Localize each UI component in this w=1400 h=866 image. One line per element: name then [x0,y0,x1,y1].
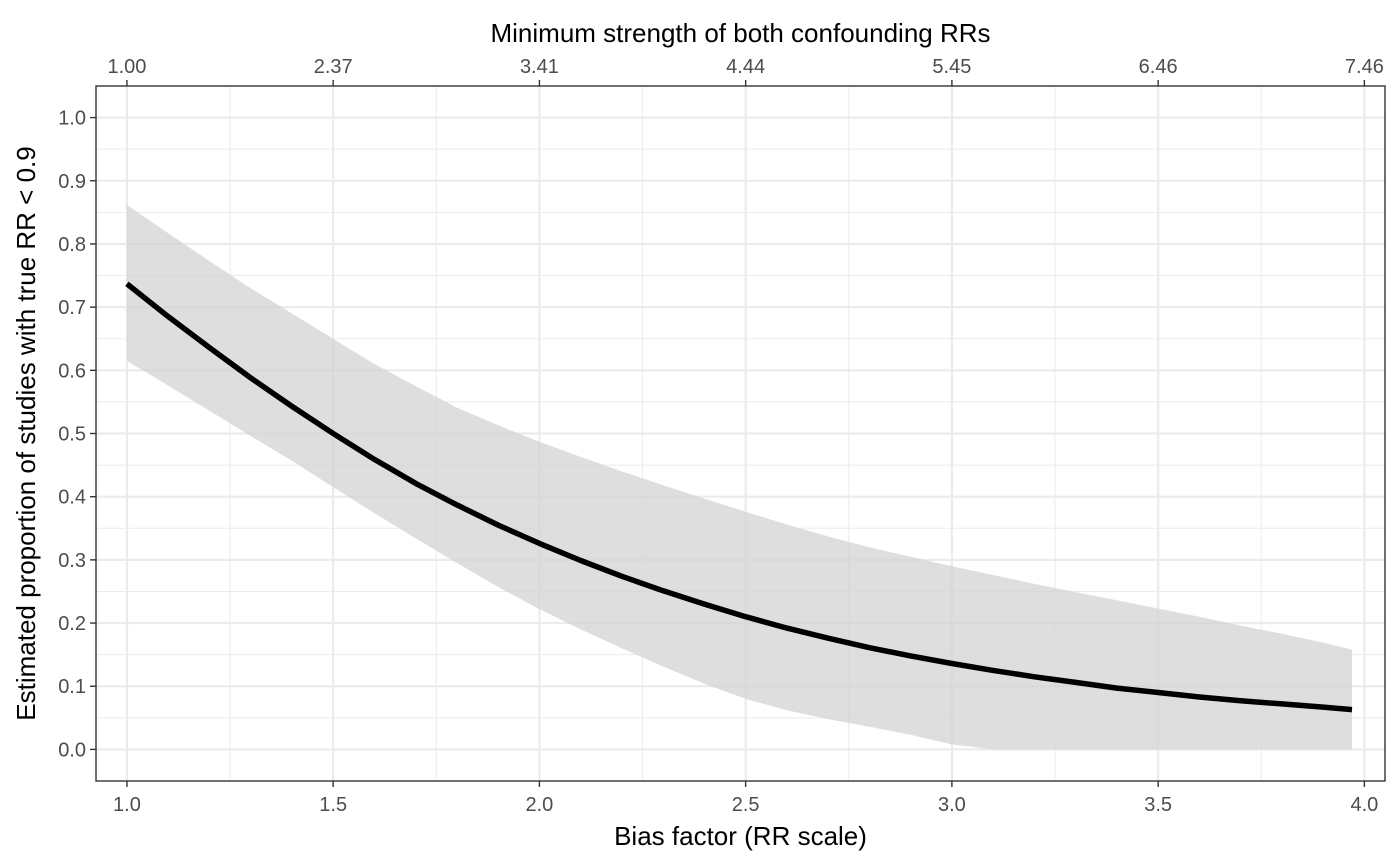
y-tick-label: 0.6 [58,360,86,382]
y-tick-label: 1.0 [58,108,86,130]
x-tick-label: 3.0 [938,794,966,816]
x2-tick-label: 4.44 [726,56,765,78]
x2-tick-label: 1.00 [107,56,146,78]
y-axis-ticks: 0.0 0.1 0.2 0.3 0.4 0.5 0.6 0.7 0.8 0.9 1.0 [58,108,96,761]
x-axis-ticks: 1.0 1.5 2.0 2.5 3.0 3.5 4.0 [113,781,1378,816]
y-tick-label: 0.5 [58,424,86,446]
x2-tick-label: 5.45 [932,56,971,78]
secondary-x-axis-title: Minimum strength of both confounding RRs [490,18,990,48]
y-tick-label: 0.8 [58,234,86,256]
x-tick-label: 4.0 [1350,794,1378,816]
confidence-band [126,204,1352,750]
x2-tick-label: 6.46 [1139,56,1178,78]
x-tick-label: 2.0 [526,794,554,816]
x-tick-label: 1.5 [319,794,347,816]
y-tick-label: 0.3 [58,550,86,572]
x2-tick-label: 7.46 [1345,56,1384,78]
x-tick-label: 3.5 [1144,794,1172,816]
y-tick-label: 0.4 [58,487,86,509]
estimate-line [125,281,1353,713]
x-tick-label: 2.5 [732,794,760,816]
x2-tick-label: 3.41 [520,56,559,78]
x-axis-title: Bias factor (RR scale) [614,821,867,851]
y-tick-label: 0.1 [58,676,86,698]
y-axis-title: Estimated proportion of studies with tru… [11,146,41,720]
secondary-x-axis-ticks: 1.00 2.37 3.41 4.44 5.45 6.46 7.46 [107,56,1384,86]
y-tick-label: 0.7 [58,297,86,319]
x2-tick-label: 2.37 [314,56,353,78]
x-tick-label: 1.0 [113,794,141,816]
y-tick-label: 0.9 [58,171,86,193]
y-tick-label: 0.0 [58,739,86,761]
y-tick-label: 0.2 [58,613,86,635]
